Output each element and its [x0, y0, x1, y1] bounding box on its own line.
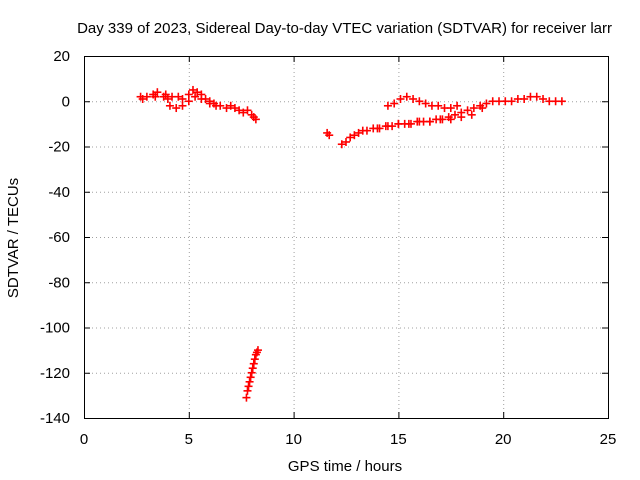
x-tick-label: 0	[80, 431, 88, 448]
data-point	[184, 97, 193, 106]
data-point	[446, 115, 455, 124]
data-point	[191, 92, 200, 101]
data-points	[136, 85, 566, 402]
data-point	[188, 85, 197, 94]
y-tick-label: -40	[48, 184, 70, 201]
y-tick-label: -20	[48, 139, 70, 156]
data-point	[383, 101, 392, 110]
data-point	[244, 382, 253, 391]
data-point	[249, 359, 258, 368]
data-point	[342, 137, 350, 146]
data-point	[193, 88, 202, 97]
y-tick-label: -120	[40, 365, 70, 382]
data-point	[350, 131, 359, 140]
data-point	[434, 101, 443, 110]
data-point	[436, 115, 445, 124]
data-point	[346, 133, 355, 142]
data-point	[337, 140, 346, 149]
data-point	[532, 92, 541, 101]
data-point	[404, 119, 413, 128]
data-point	[248, 364, 257, 373]
plot-frame	[84, 56, 609, 419]
data-point	[539, 94, 548, 103]
data-point	[250, 355, 259, 364]
data-point	[482, 99, 491, 108]
x-axis-label: GPS time / hours	[288, 458, 402, 475]
y-tick-label: -140	[40, 410, 70, 427]
data-point	[507, 97, 516, 106]
data-point	[153, 88, 162, 97]
data-point	[453, 101, 462, 110]
data-point	[251, 115, 260, 124]
y-axis-ticks: 20 0 -20 -40 -60 -80 -100 -120 -140	[40, 48, 608, 427]
data-point	[325, 131, 334, 140]
data-point	[557, 97, 566, 106]
data-point	[373, 124, 382, 133]
x-tick-label: 5	[185, 431, 193, 448]
data-point	[230, 104, 239, 113]
data-point	[247, 368, 256, 377]
data-point	[222, 104, 231, 113]
data-point	[226, 101, 235, 110]
data-point	[478, 104, 487, 113]
data-point	[243, 106, 252, 115]
x-tick-label: 10	[285, 431, 302, 448]
y-tick-label: -100	[40, 320, 70, 337]
data-point	[415, 97, 424, 106]
data-point	[142, 92, 151, 101]
data-point	[245, 377, 254, 386]
data-point	[383, 122, 392, 131]
y-axis-label: SDTVAR / TECUs	[5, 178, 22, 298]
data-point	[425, 117, 434, 126]
data-point	[409, 94, 418, 103]
data-point	[467, 110, 476, 119]
data-point	[457, 113, 466, 122]
x-tick-label: 20	[495, 431, 512, 448]
chart-title: Day 339 of 2023, Sidereal Day-to-day VTE…	[77, 20, 612, 37]
data-point	[390, 99, 399, 108]
y-tick-label: -80	[48, 274, 70, 291]
data-point	[178, 94, 187, 103]
data-point	[463, 106, 472, 115]
data-point	[184, 90, 193, 99]
data-point	[216, 101, 225, 110]
x-tick-label: 15	[390, 431, 407, 448]
data-point	[450, 110, 459, 119]
data-point	[421, 99, 430, 108]
data-point	[163, 94, 172, 103]
data-point	[394, 119, 403, 128]
data-point	[253, 346, 262, 355]
data-point	[172, 104, 181, 113]
x-tick-label: 25	[600, 431, 617, 448]
data-point	[205, 99, 214, 108]
data-point	[161, 90, 170, 99]
data-point	[415, 117, 424, 126]
data-point	[246, 373, 255, 382]
grid	[84, 56, 608, 418]
data-point	[446, 104, 455, 113]
data-point	[138, 94, 147, 103]
data-point	[469, 104, 478, 113]
data-point	[354, 128, 363, 137]
x-axis-ticks: 0 5 10 15 20 25	[80, 56, 617, 448]
y-tick-label: 0	[62, 93, 70, 110]
data-point	[151, 92, 160, 101]
data-point	[396, 94, 405, 103]
y-tick-label: 20	[53, 48, 70, 65]
data-point	[402, 92, 411, 101]
data-point	[239, 108, 248, 117]
data-point	[362, 126, 371, 135]
data-point	[197, 94, 206, 103]
data-point	[165, 101, 174, 110]
data-point	[520, 94, 529, 103]
data-point	[243, 386, 252, 395]
data-point	[178, 101, 187, 110]
data-point	[235, 106, 244, 115]
data-point	[174, 92, 183, 101]
data-point	[242, 393, 251, 402]
y-tick-label: -60	[48, 229, 70, 246]
